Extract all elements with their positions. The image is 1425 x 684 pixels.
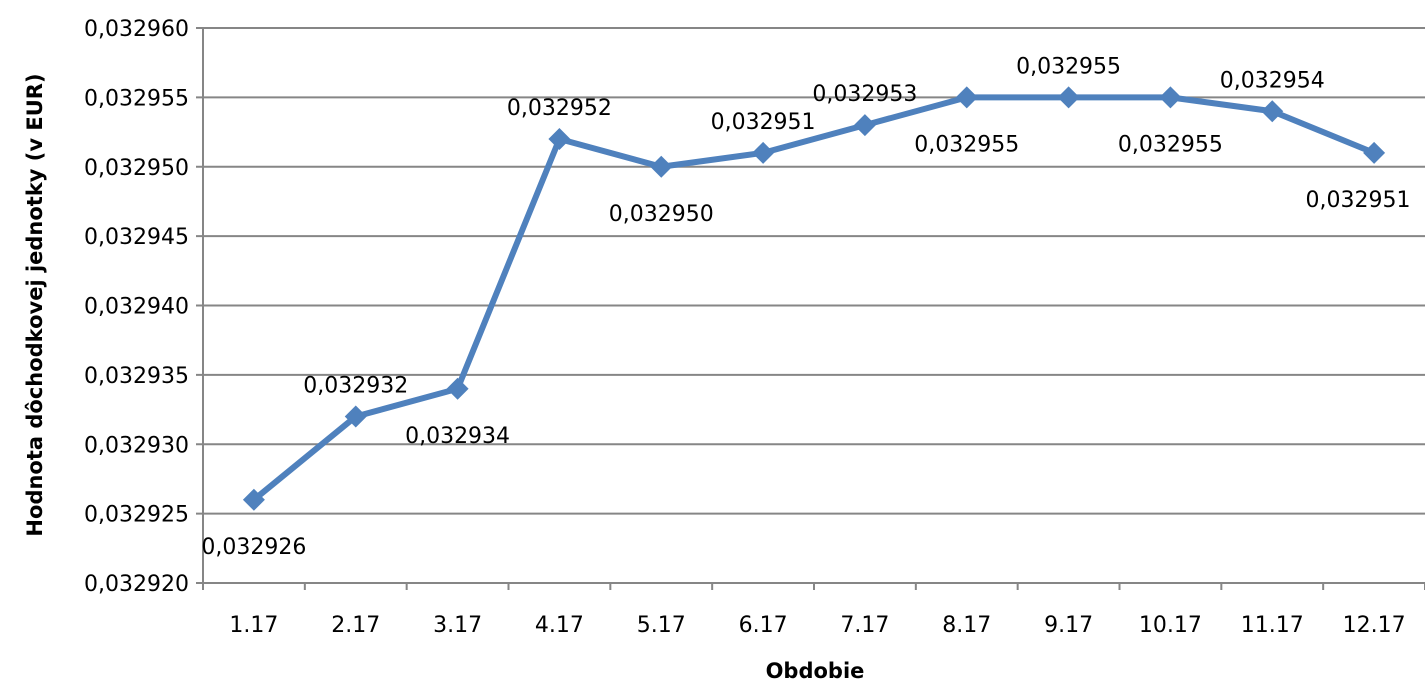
x-tick-label: 9.17 xyxy=(1044,613,1093,638)
x-tick-label: 6.17 xyxy=(739,613,788,638)
series-line xyxy=(252,94,1376,503)
data-point-marker xyxy=(1159,86,1182,109)
y-tick-label: 0,032920 xyxy=(84,572,189,597)
data-series xyxy=(242,86,1386,511)
data-point-marker xyxy=(344,405,367,428)
data-point-marker xyxy=(1261,100,1284,123)
data-label: 0,032955 xyxy=(1016,54,1121,79)
x-tick-label: 11.17 xyxy=(1241,613,1304,638)
data-label: 0,032953 xyxy=(812,82,917,107)
y-tick-label: 0,032950 xyxy=(84,156,189,181)
data-point-marker xyxy=(955,86,978,109)
data-label: 0,032951 xyxy=(711,110,816,135)
x-tick-label: 5.17 xyxy=(637,613,686,638)
data-point-marker xyxy=(650,155,673,178)
y-tick-label: 0,032955 xyxy=(84,86,189,111)
y-tick-label: 0,032930 xyxy=(84,433,189,458)
data-label: 0,032952 xyxy=(507,96,612,121)
data-label: 0,032934 xyxy=(405,424,510,449)
x-tick-label: 8.17 xyxy=(942,613,991,638)
data-label: 0,032954 xyxy=(1220,68,1325,93)
axes: 0,032920 0,032925 0,032930 0,032935 0,032940… xyxy=(84,17,1425,638)
data-label: 0,032955 xyxy=(914,132,1019,157)
data-labels: 0,032926 0,032932 0,032934 0,032952 0,032950… xyxy=(201,54,1410,559)
data-point-marker xyxy=(752,141,775,164)
data-point-marker xyxy=(1363,141,1386,164)
y-tick-label: 0,032935 xyxy=(84,364,189,389)
x-tick-label: 2.17 xyxy=(331,613,380,638)
data-point-marker xyxy=(548,128,571,150)
x-tick-label: 12.17 xyxy=(1343,613,1406,638)
data-label: 0,032932 xyxy=(303,374,408,399)
y-tick-label: 0,032945 xyxy=(84,225,189,250)
data-label: 0,032926 xyxy=(201,535,306,560)
data-point-marker xyxy=(242,488,265,511)
gridlines xyxy=(203,27,1425,515)
x-tick-label: 7.17 xyxy=(840,613,889,638)
x-tick-label: 10.17 xyxy=(1139,613,1202,638)
x-tick-label: 4.17 xyxy=(535,613,584,638)
x-axis-title: Obdobie xyxy=(766,659,865,683)
y-tick-label: 0,032925 xyxy=(84,503,189,528)
data-label: 0,032950 xyxy=(609,202,714,227)
data-label: 0,032951 xyxy=(1306,188,1411,213)
y-axis-title: Hodnota dôchodkovej jednotky (v EUR) xyxy=(23,73,47,536)
data-point-marker xyxy=(446,377,469,400)
data-point-marker xyxy=(1057,86,1080,109)
y-tick-label: 0,032960 xyxy=(84,17,189,42)
data-label: 0,032955 xyxy=(1118,132,1223,157)
x-tick-label: 1.17 xyxy=(229,613,278,638)
x-tick-label: 3.17 xyxy=(433,613,482,638)
data-point-marker xyxy=(853,114,876,137)
y-tick-label: 0,032940 xyxy=(84,295,189,320)
